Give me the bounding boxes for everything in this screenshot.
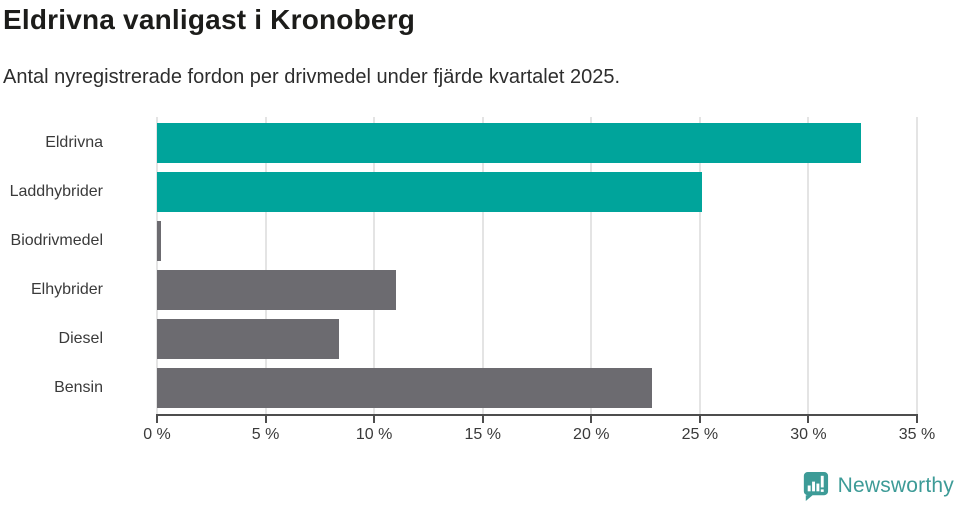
x-axis-tick-label: 5 % [251, 426, 280, 443]
x-axis-line [156, 414, 918, 416]
category-label-elhybrider: Elhybrider [30, 281, 103, 298]
gridline [481, 117, 484, 414]
newsworthy-logo: Newsworthy [799, 470, 954, 501]
x-axis-tick-label: 15 % [464, 426, 501, 443]
bar-laddhybrider [157, 172, 703, 212]
x-axis-tick-label: 25 % [681, 426, 719, 443]
category-label-bensin: Bensin [54, 379, 103, 396]
category-label-diesel: Diesel [58, 330, 103, 347]
bar-elhybrider [157, 270, 396, 310]
chart-title: Eldrivna vanligast i Kronoberg [3, 4, 416, 35]
bar-eldrivna [157, 123, 861, 163]
newsworthy-logo-icon [803, 471, 828, 501]
x-axis-tick [481, 416, 484, 423]
x-axis-tick-label: 30 % [790, 426, 827, 443]
gridline [590, 117, 593, 414]
newsworthy-logo-text: Newsworthy [837, 473, 954, 497]
category-label-biodrivmedel: Biodrivmedel [10, 232, 103, 249]
x-axis-tick [373, 416, 376, 423]
bar-diesel [157, 319, 340, 359]
gridline [916, 117, 918, 414]
x-axis-tick [916, 416, 918, 423]
x-axis-tick [807, 416, 810, 423]
x-axis-tick [590, 416, 593, 423]
plot-area: Eldrivna Laddhybrider Biodrivmedel Elhybrid… [10, 117, 918, 414]
gridline [264, 117, 267, 414]
category-label-laddhybrider: Laddhybrider [9, 183, 103, 200]
x-axis-tick-label: 35 % [898, 426, 936, 443]
gridline [698, 117, 701, 414]
gridline [156, 117, 158, 414]
x-axis-tick [264, 416, 267, 423]
category-label-eldrivna: Eldrivna [45, 134, 103, 151]
x-axis-tick [698, 416, 701, 423]
x-axis-tick-label: 20 % [573, 426, 610, 443]
gridline [373, 117, 376, 414]
bar-bensin [157, 368, 653, 408]
chart-subtitle: Antal nyregistrerade fordon per drivmede… [3, 66, 621, 88]
x-axis-tick-label: 10 % [355, 426, 393, 443]
bar-biodrivmedel [157, 221, 162, 261]
x-axis-tick-label: 0 % [143, 426, 171, 443]
x-axis-tick [156, 416, 158, 423]
gridline [807, 117, 810, 414]
